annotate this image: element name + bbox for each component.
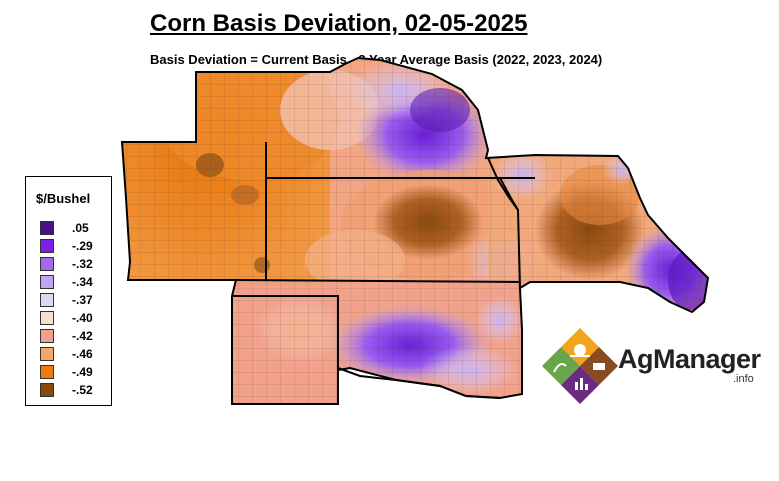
legend-item: -.49 (40, 363, 93, 380)
legend-swatch (40, 292, 54, 307)
legend-swatch (40, 220, 54, 235)
legend-item: .05 (40, 219, 89, 236)
legend-label: -.52 (72, 382, 93, 397)
legend-label: -.46 (72, 346, 93, 361)
legend-item: -.34 (40, 273, 93, 290)
legend-item: -.29 (40, 237, 93, 254)
map-title: Corn Basis Deviation, 02-05-2025 (150, 10, 528, 37)
legend-swatch (40, 346, 54, 361)
legend-label: -.42 (72, 328, 93, 343)
legend-label: -.29 (72, 238, 93, 253)
logo-diamond-icon (542, 328, 618, 404)
logo-suffix: .info (733, 373, 754, 385)
legend-label: -.49 (72, 364, 93, 379)
legend-item: -.42 (40, 327, 93, 344)
legend: $/Bushel .05 -.29 -.32 -.34 -.37 -.40 -.… (25, 176, 112, 406)
legend-swatch (40, 274, 54, 289)
state-borders (120, 56, 710, 405)
legend-swatch (40, 364, 54, 379)
legend-swatch (40, 238, 54, 253)
legend-label: -.32 (72, 256, 93, 271)
agmanager-logo: AgManager .info (540, 326, 765, 406)
legend-swatch (40, 256, 54, 271)
legend-swatch (40, 328, 54, 343)
legend-item: -.52 (40, 381, 93, 398)
legend-swatch (40, 382, 54, 397)
legend-label: .05 (72, 220, 89, 235)
legend-label: -.37 (72, 292, 93, 307)
logo-wordmark: AgManager (618, 344, 761, 374)
legend-label: -.34 (72, 274, 93, 289)
legend-swatch (40, 310, 54, 325)
legend-title: $/Bushel (36, 191, 91, 206)
legend-item: -.37 (40, 291, 93, 308)
legend-item: -.46 (40, 345, 93, 362)
legend-item: -.40 (40, 309, 93, 326)
legend-label: -.40 (72, 310, 93, 325)
legend-item: -.32 (40, 255, 93, 272)
